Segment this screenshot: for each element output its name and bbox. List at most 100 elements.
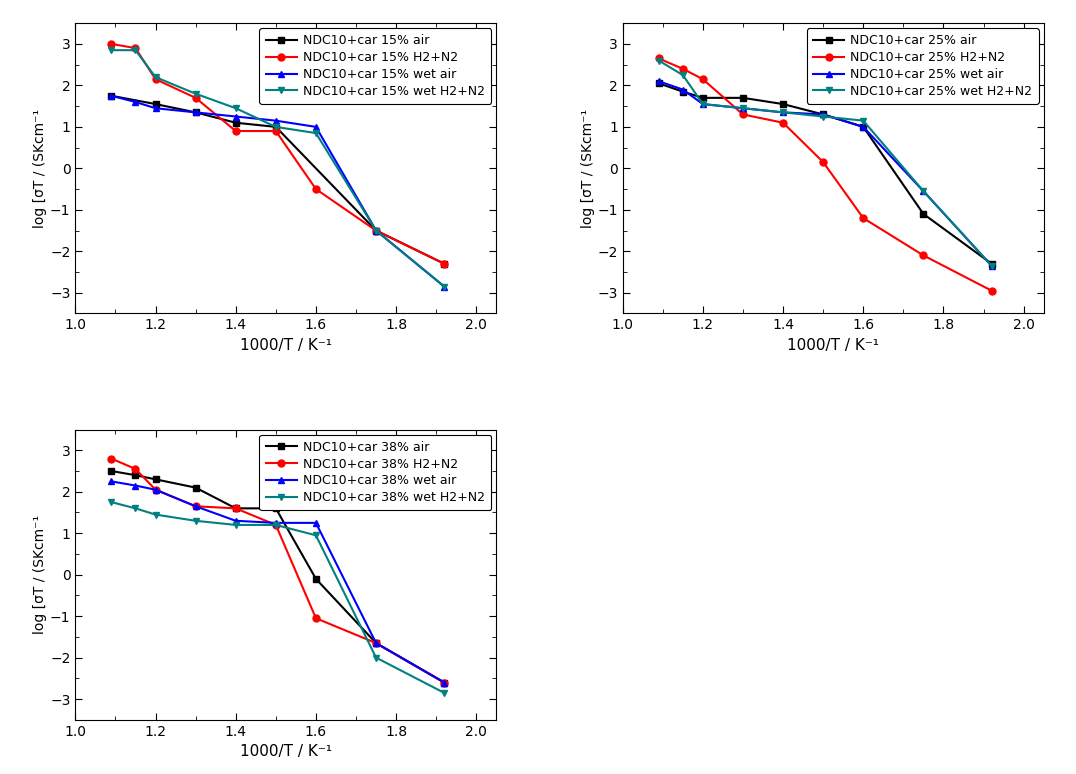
- Y-axis label: log [σT / (SKcm⁻¹: log [σT / (SKcm⁻¹: [33, 109, 47, 228]
- NDC10+car 15% H2+N2: [229, 126, 242, 135]
- NDC10+car 25% wet H2+N2: [917, 187, 930, 196]
- NDC10+car 38% wet air: [150, 485, 162, 495]
- Line: NDC10+car 38% H2+N2: NDC10+car 38% H2+N2: [108, 455, 448, 686]
- NDC10+car 38% wet H2+N2: [269, 520, 282, 529]
- Line: NDC10+car 25% wet H2+N2: NDC10+car 25% wet H2+N2: [655, 57, 995, 269]
- NDC10+car 25% wet air: [777, 108, 790, 117]
- NDC10+car 38% H2+N2: [189, 502, 202, 511]
- NDC10+car 38% air: [438, 678, 451, 687]
- NDC10+car 25% wet H2+N2: [986, 261, 999, 270]
- NDC10+car 38% H2+N2: [129, 464, 142, 474]
- NDC10+car 15% H2+N2: [189, 93, 202, 102]
- NDC10+car 38% H2+N2: [150, 485, 162, 495]
- Legend: NDC10+car 25% air, NDC10+car 25% H2+N2, NDC10+car 25% wet air, NDC10+car 25% wet: NDC10+car 25% air, NDC10+car 25% H2+N2, …: [807, 28, 1038, 104]
- NDC10+car 15% wet H2+N2: [229, 104, 242, 113]
- NDC10+car 25% wet H2+N2: [856, 116, 869, 125]
- Line: NDC10+car 15% wet air: NDC10+car 15% wet air: [108, 92, 448, 290]
- NDC10+car 25% air: [777, 99, 790, 108]
- NDC10+car 25% air: [677, 87, 690, 96]
- NDC10+car 15% wet air: [438, 282, 451, 291]
- NDC10+car 25% air: [817, 110, 830, 119]
- NDC10+car 38% wet H2+N2: [229, 520, 242, 529]
- NDC10+car 38% wet H2+N2: [370, 653, 383, 663]
- NDC10+car 25% H2+N2: [652, 54, 665, 63]
- NDC10+car 15% wet H2+N2: [310, 128, 323, 138]
- NDC10+car 25% wet H2+N2: [736, 104, 749, 113]
- NDC10+car 15% wet H2+N2: [189, 89, 202, 98]
- NDC10+car 38% wet H2+N2: [438, 688, 451, 697]
- NDC10+car 38% wet H2+N2: [129, 504, 142, 513]
- NDC10+car 38% wet air: [189, 502, 202, 511]
- X-axis label: 1000/T / K⁻¹: 1000/T / K⁻¹: [240, 745, 331, 759]
- NDC10+car 15% H2+N2: [269, 126, 282, 135]
- NDC10+car 25% air: [736, 93, 749, 102]
- NDC10+car 15% wet air: [310, 122, 323, 132]
- NDC10+car 38% wet air: [269, 519, 282, 528]
- NDC10+car 25% wet air: [696, 99, 709, 108]
- NDC10+car 38% air: [189, 483, 202, 492]
- NDC10+car 38% H2+N2: [229, 504, 242, 513]
- NDC10+car 25% H2+N2: [856, 214, 869, 223]
- NDC10+car 25% air: [652, 79, 665, 88]
- NDC10+car 25% H2+N2: [677, 64, 690, 74]
- NDC10+car 15% wet air: [129, 98, 142, 107]
- NDC10+car 15% air: [189, 108, 202, 117]
- NDC10+car 38% H2+N2: [370, 639, 383, 648]
- Line: NDC10+car 38% wet H2+N2: NDC10+car 38% wet H2+N2: [108, 498, 448, 697]
- NDC10+car 15% wet air: [150, 104, 162, 113]
- Legend: NDC10+car 15% air, NDC10+car 15% H2+N2, NDC10+car 15% wet air, NDC10+car 15% wet: NDC10+car 15% air, NDC10+car 15% H2+N2, …: [259, 28, 492, 104]
- NDC10+car 25% H2+N2: [777, 118, 790, 128]
- NDC10+car 15% H2+N2: [150, 74, 162, 84]
- NDC10+car 25% wet air: [856, 122, 869, 132]
- NDC10+car 15% wet H2+N2: [150, 73, 162, 82]
- NDC10+car 15% wet H2+N2: [438, 282, 451, 291]
- NDC10+car 15% wet H2+N2: [370, 226, 383, 235]
- NDC10+car 15% air: [105, 91, 118, 101]
- Line: NDC10+car 38% air: NDC10+car 38% air: [108, 467, 448, 686]
- Line: NDC10+car 15% air: NDC10+car 15% air: [108, 92, 448, 267]
- NDC10+car 15% wet H2+N2: [105, 46, 118, 55]
- NDC10+car 15% wet air: [105, 91, 118, 101]
- NDC10+car 38% H2+N2: [269, 520, 282, 529]
- NDC10+car 15% wet air: [229, 112, 242, 122]
- NDC10+car 25% H2+N2: [817, 157, 830, 166]
- NDC10+car 38% H2+N2: [438, 678, 451, 687]
- NDC10+car 25% wet air: [677, 85, 690, 94]
- NDC10+car 38% wet air: [129, 481, 142, 490]
- NDC10+car 25% wet H2+N2: [652, 56, 665, 65]
- NDC10+car 38% H2+N2: [105, 454, 118, 463]
- NDC10+car 38% air: [105, 467, 118, 476]
- X-axis label: 1000/T / K⁻¹: 1000/T / K⁻¹: [240, 338, 331, 353]
- NDC10+car 38% wet H2+N2: [189, 516, 202, 526]
- NDC10+car 38% wet H2+N2: [105, 498, 118, 507]
- NDC10+car 15% H2+N2: [370, 226, 383, 235]
- NDC10+car 15% air: [438, 259, 451, 269]
- Legend: NDC10+car 38% air, NDC10+car 38% H2+N2, NDC10+car 38% wet air, NDC10+car 38% wet: NDC10+car 38% air, NDC10+car 38% H2+N2, …: [259, 434, 492, 510]
- Y-axis label: log [σT / (SKcm⁻¹: log [σT / (SKcm⁻¹: [33, 515, 47, 634]
- NDC10+car 25% wet H2+N2: [696, 99, 709, 108]
- NDC10+car 25% H2+N2: [917, 251, 930, 260]
- NDC10+car 25% air: [856, 122, 869, 132]
- Line: NDC10+car 25% wet air: NDC10+car 25% wet air: [655, 78, 995, 269]
- NDC10+car 38% wet air: [370, 639, 383, 648]
- NDC10+car 15% wet H2+N2: [129, 46, 142, 55]
- Y-axis label: log [σT / (SKcm⁻¹: log [σT / (SKcm⁻¹: [581, 109, 595, 228]
- Line: NDC10+car 15% wet H2+N2: NDC10+car 15% wet H2+N2: [108, 46, 448, 290]
- NDC10+car 25% wet H2+N2: [777, 108, 790, 117]
- NDC10+car 15% wet H2+N2: [269, 122, 282, 132]
- NDC10+car 15% air: [269, 122, 282, 132]
- Line: NDC10+car 25% air: NDC10+car 25% air: [655, 80, 995, 267]
- NDC10+car 25% wet air: [817, 110, 830, 119]
- NDC10+car 25% H2+N2: [696, 74, 709, 84]
- NDC10+car 15% air: [229, 118, 242, 128]
- NDC10+car 25% H2+N2: [736, 110, 749, 119]
- NDC10+car 15% air: [150, 99, 162, 108]
- NDC10+car 38% wet air: [105, 477, 118, 486]
- NDC10+car 38% air: [150, 474, 162, 484]
- NDC10+car 25% wet air: [986, 261, 999, 270]
- NDC10+car 38% wet air: [310, 519, 323, 528]
- Line: NDC10+car 38% wet air: NDC10+car 38% wet air: [108, 478, 448, 686]
- NDC10+car 38% air: [310, 574, 323, 584]
- NDC10+car 38% air: [370, 639, 383, 648]
- NDC10+car 15% H2+N2: [438, 259, 451, 269]
